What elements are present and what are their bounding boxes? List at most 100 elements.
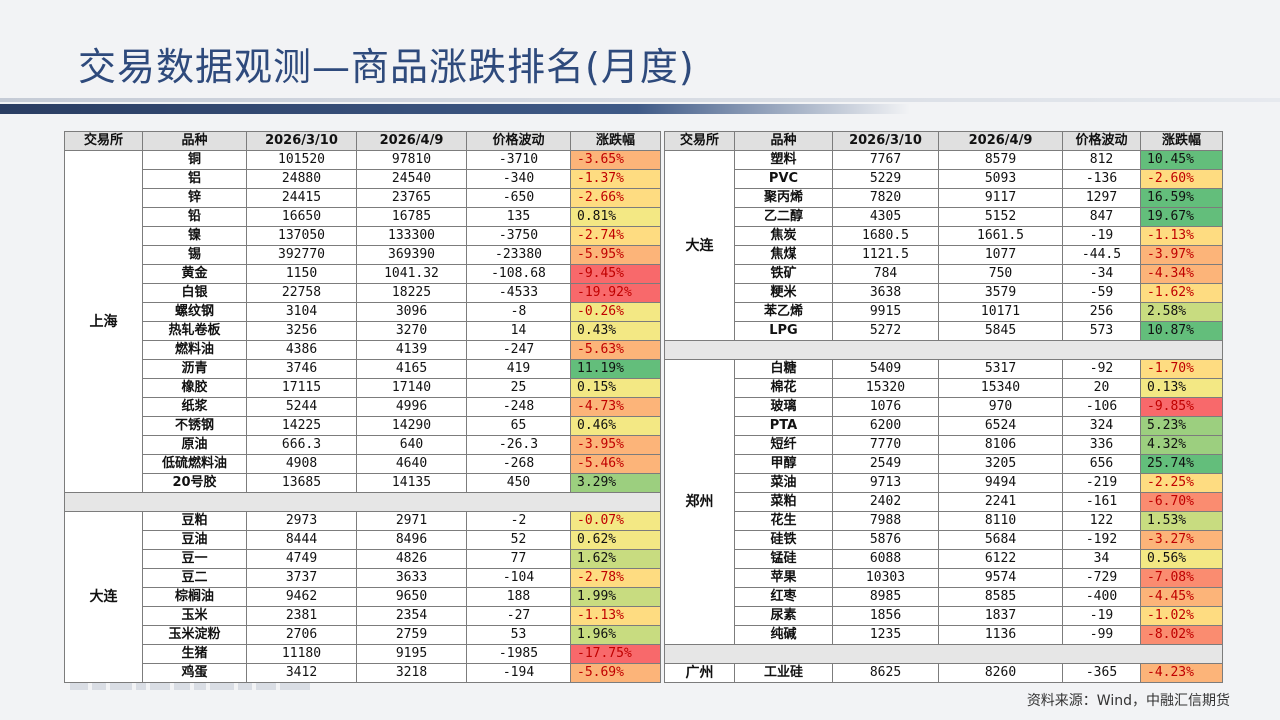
product-cell: 豆油 [142,530,247,550]
price-date2-cell: 1661.5 [938,226,1063,246]
table-row: 纯碱 1235 1136 -99 -8.02% [665,625,1223,645]
table-row: 铅 16650 16785 135 0.81% [65,207,661,227]
price-date1-cell: 4908 [246,454,357,474]
table-row: 螺纹钢 3104 3096 -8 -0.26% [65,302,661,322]
price-date2-cell: 3579 [938,283,1063,303]
price-change-cell: 573 [1062,321,1141,341]
product-cell: 铁矿 [734,264,833,284]
price-date2-cell: 1077 [938,245,1063,265]
table-row: 菜油 9713 9494 -219 -2.25% [665,473,1223,493]
price-date1-cell: 101520 [246,150,357,170]
col-header-pct-change: 涨跌幅 [1140,131,1223,151]
price-date2-cell: 5317 [938,359,1063,379]
product-cell: 豆粕 [142,511,247,531]
price-date2-cell: 5152 [938,207,1063,227]
pct-change-cell: 1.62% [570,549,661,569]
price-date1-cell: 24880 [246,169,357,189]
pct-change-cell: 3.29% [570,473,661,493]
price-date1-cell: 784 [832,264,939,284]
table-row: 苹果 10303 9574 -729 -7.08% [665,568,1223,588]
price-change-cell: -650 [466,188,571,208]
group-separator [664,644,1223,664]
table-row: 沥青 3746 4165 419 11.19% [65,359,661,379]
pct-change-cell: -2.78% [570,568,661,588]
price-change-cell: -365 [1062,663,1141,683]
product-cell: 20号胶 [142,473,247,493]
price-date1-cell: 5272 [832,321,939,341]
pct-change-cell: 0.43% [570,321,661,341]
table-row: 鸡蛋 3412 3218 -194 -5.69% [65,663,661,683]
price-date1-cell: 392770 [246,245,357,265]
price-date1-cell: 1680.5 [832,226,939,246]
group-separator-row [664,644,1223,664]
price-date1-cell: 4305 [832,207,939,227]
table-row: 硅铁 5876 5684 -192 -3.27% [665,530,1223,550]
product-cell: 锌 [142,188,247,208]
price-change-cell: -729 [1062,568,1141,588]
exchange-cell: 大连 [664,150,735,341]
col-header-date-1: 2026/3/10 [246,131,357,151]
price-date1-cell: 9713 [832,473,939,493]
pct-change-cell: -4.73% [570,397,661,417]
price-change-cell: -136 [1062,169,1141,189]
pct-change-cell: -1.70% [1140,359,1223,379]
pct-change-cell: -5.69% [570,663,661,683]
price-change-cell: 122 [1062,511,1141,531]
pct-change-cell: -4.45% [1140,587,1223,607]
price-date2-cell: 3218 [356,663,467,683]
pct-change-cell: -6.70% [1140,492,1223,512]
pct-change-cell: 5.23% [1140,416,1223,436]
price-change-cell: 20 [1062,378,1141,398]
price-date1-cell: 3746 [246,359,357,379]
pct-change-cell: 10.87% [1140,321,1223,341]
price-date1-cell: 2402 [832,492,939,512]
table-row: 原油 666.3 640 -26.3 -3.95% [65,435,661,455]
table-row: 豆油 8444 8496 52 0.62% [65,530,661,550]
product-cell: 菜油 [734,473,833,493]
group-separator-row [664,340,1223,360]
table-row: PVC 5229 5093 -136 -2.60% [665,169,1223,189]
table-row: 广州 工业硅 8625 8260 -365 -4.23% [664,663,1223,683]
price-change-cell: -19 [1062,606,1141,626]
product-cell: 铜 [142,150,247,170]
price-change-cell: -108.68 [466,264,571,284]
table-row: 玉米 2381 2354 -27 -1.13% [65,606,661,626]
table-row: 聚丙烯 7820 9117 1297 16.59% [665,188,1223,208]
table-row: 玉米淀粉 2706 2759 53 1.96% [65,625,661,645]
price-date2-cell: 18225 [356,283,467,303]
left-ranking-table: 交易所 品种 2026/3/10 2026/4/9 价格波动 涨跌幅 上海铜 10… [64,131,661,683]
price-date2-cell: 4996 [356,397,467,417]
product-cell: 菜粕 [734,492,833,512]
price-change-cell: -161 [1062,492,1141,512]
price-date2-cell: 5845 [938,321,1063,341]
table-row: 豆二 3737 3633 -104 -2.78% [65,568,661,588]
pct-change-cell: -17.75% [570,644,661,664]
price-date1-cell: 3638 [832,283,939,303]
price-date2-cell: 15340 [938,378,1063,398]
price-date2-cell: 14290 [356,416,467,436]
product-cell: 短纤 [734,435,833,455]
header-divider-light [0,98,1280,102]
pct-change-cell: -8.02% [1140,625,1223,645]
product-cell: 焦炭 [734,226,833,246]
price-date2-cell: 3205 [938,454,1063,474]
product-cell: 沥青 [142,359,247,379]
table-row: 乙二醇 4305 5152 847 19.67% [665,207,1223,227]
col-header-date-2: 2026/4/9 [938,131,1063,151]
price-date1-cell: 8985 [832,587,939,607]
product-cell: 棕榈油 [142,587,247,607]
price-change-cell: -34 [1062,264,1141,284]
product-cell: 甲醇 [734,454,833,474]
price-date1-cell: 11180 [246,644,357,664]
pct-change-cell: -2.66% [570,188,661,208]
price-date1-cell: 1856 [832,606,939,626]
price-date1-cell: 16650 [246,207,357,227]
product-cell: LPG [734,321,833,341]
product-cell: 纸浆 [142,397,247,417]
pct-change-cell: -5.46% [570,454,661,474]
price-change-cell: -2 [466,511,571,531]
price-date1-cell: 137050 [246,226,357,246]
price-date1-cell: 5409 [832,359,939,379]
price-change-cell: 34 [1062,549,1141,569]
group-separator [664,340,1223,360]
